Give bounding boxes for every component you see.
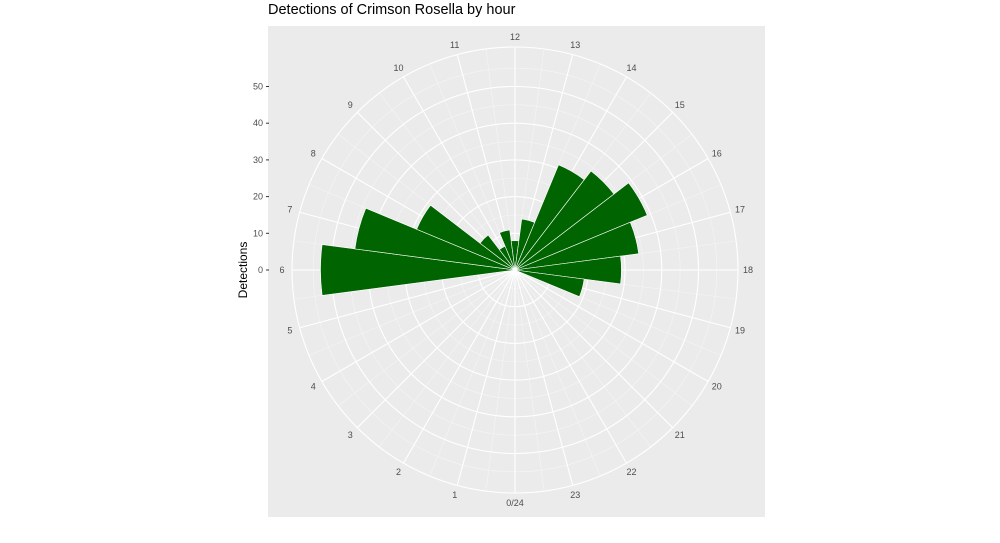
- hour-label: 8: [311, 149, 316, 159]
- grid-spoke-major: [403, 269, 516, 464]
- hour-label: 15: [675, 100, 685, 110]
- hour-label: 19: [735, 325, 745, 335]
- grid-spoke-major: [514, 269, 574, 486]
- hour-label: 3: [348, 430, 353, 440]
- hour-label: 4: [311, 382, 316, 392]
- hour-label: 9: [348, 100, 353, 110]
- hour-label: 22: [626, 467, 636, 477]
- hour-label: 6: [279, 265, 284, 275]
- chart-title: Detections of Crimson Rosella by hour: [268, 2, 516, 18]
- y-tick-label: 50: [253, 82, 263, 92]
- grid-spoke-major: [514, 269, 627, 464]
- hour-label: 1: [452, 490, 457, 500]
- hour-label: 17: [735, 205, 745, 215]
- hour-label: 21: [675, 430, 685, 440]
- hour-label: 11: [450, 40, 459, 50]
- y-tick-label: 0: [258, 265, 263, 275]
- hour-label: 2: [396, 467, 401, 477]
- grid-spoke-major: [456, 269, 516, 486]
- y-tick-label: 30: [253, 155, 263, 165]
- grid-spoke-major: [403, 76, 516, 271]
- grid-spoke-major: [514, 269, 709, 382]
- bar-hour-9: [479, 234, 516, 271]
- hour-label: 5: [287, 325, 292, 335]
- bars-group: [320, 164, 648, 298]
- bar-hour-18: [514, 255, 622, 285]
- hour-labels: 0/24123456789101112131415161718192021222…: [279, 32, 753, 508]
- hour-label: 10: [393, 63, 403, 73]
- hour-label: 0/24: [506, 498, 524, 508]
- y-tick-label: 40: [253, 118, 263, 128]
- bar-hour-8: [416, 204, 516, 271]
- hour-label: 13: [570, 40, 580, 50]
- y-tick-label: 20: [253, 192, 263, 202]
- grid-spoke-major: [299, 269, 516, 329]
- hour-label: 16: [712, 149, 722, 159]
- grid-spoke-major: [321, 269, 516, 382]
- bar-hour-20: [514, 269, 519, 273]
- hour-label: 18: [743, 265, 753, 275]
- hour-label: 20: [712, 382, 722, 392]
- hour-label: 12: [510, 32, 520, 42]
- bar-hour-11: [499, 229, 516, 271]
- grid-spoke-major: [356, 269, 516, 429]
- bar-hour-19: [514, 269, 585, 298]
- hour-label: 14: [626, 63, 636, 73]
- bar-hour-7: [354, 207, 516, 271]
- bar-hour-17: [514, 221, 640, 271]
- grid-spoke-major: [514, 269, 674, 429]
- y-tick-label: 10: [253, 228, 263, 238]
- hour-label: 23: [570, 490, 580, 500]
- hour-label: 7: [287, 205, 292, 215]
- y-axis-ticks: 0 10 20 30 40 50: [253, 82, 269, 275]
- bar-hour-6: [320, 244, 516, 296]
- bar-hour-16: [514, 182, 648, 271]
